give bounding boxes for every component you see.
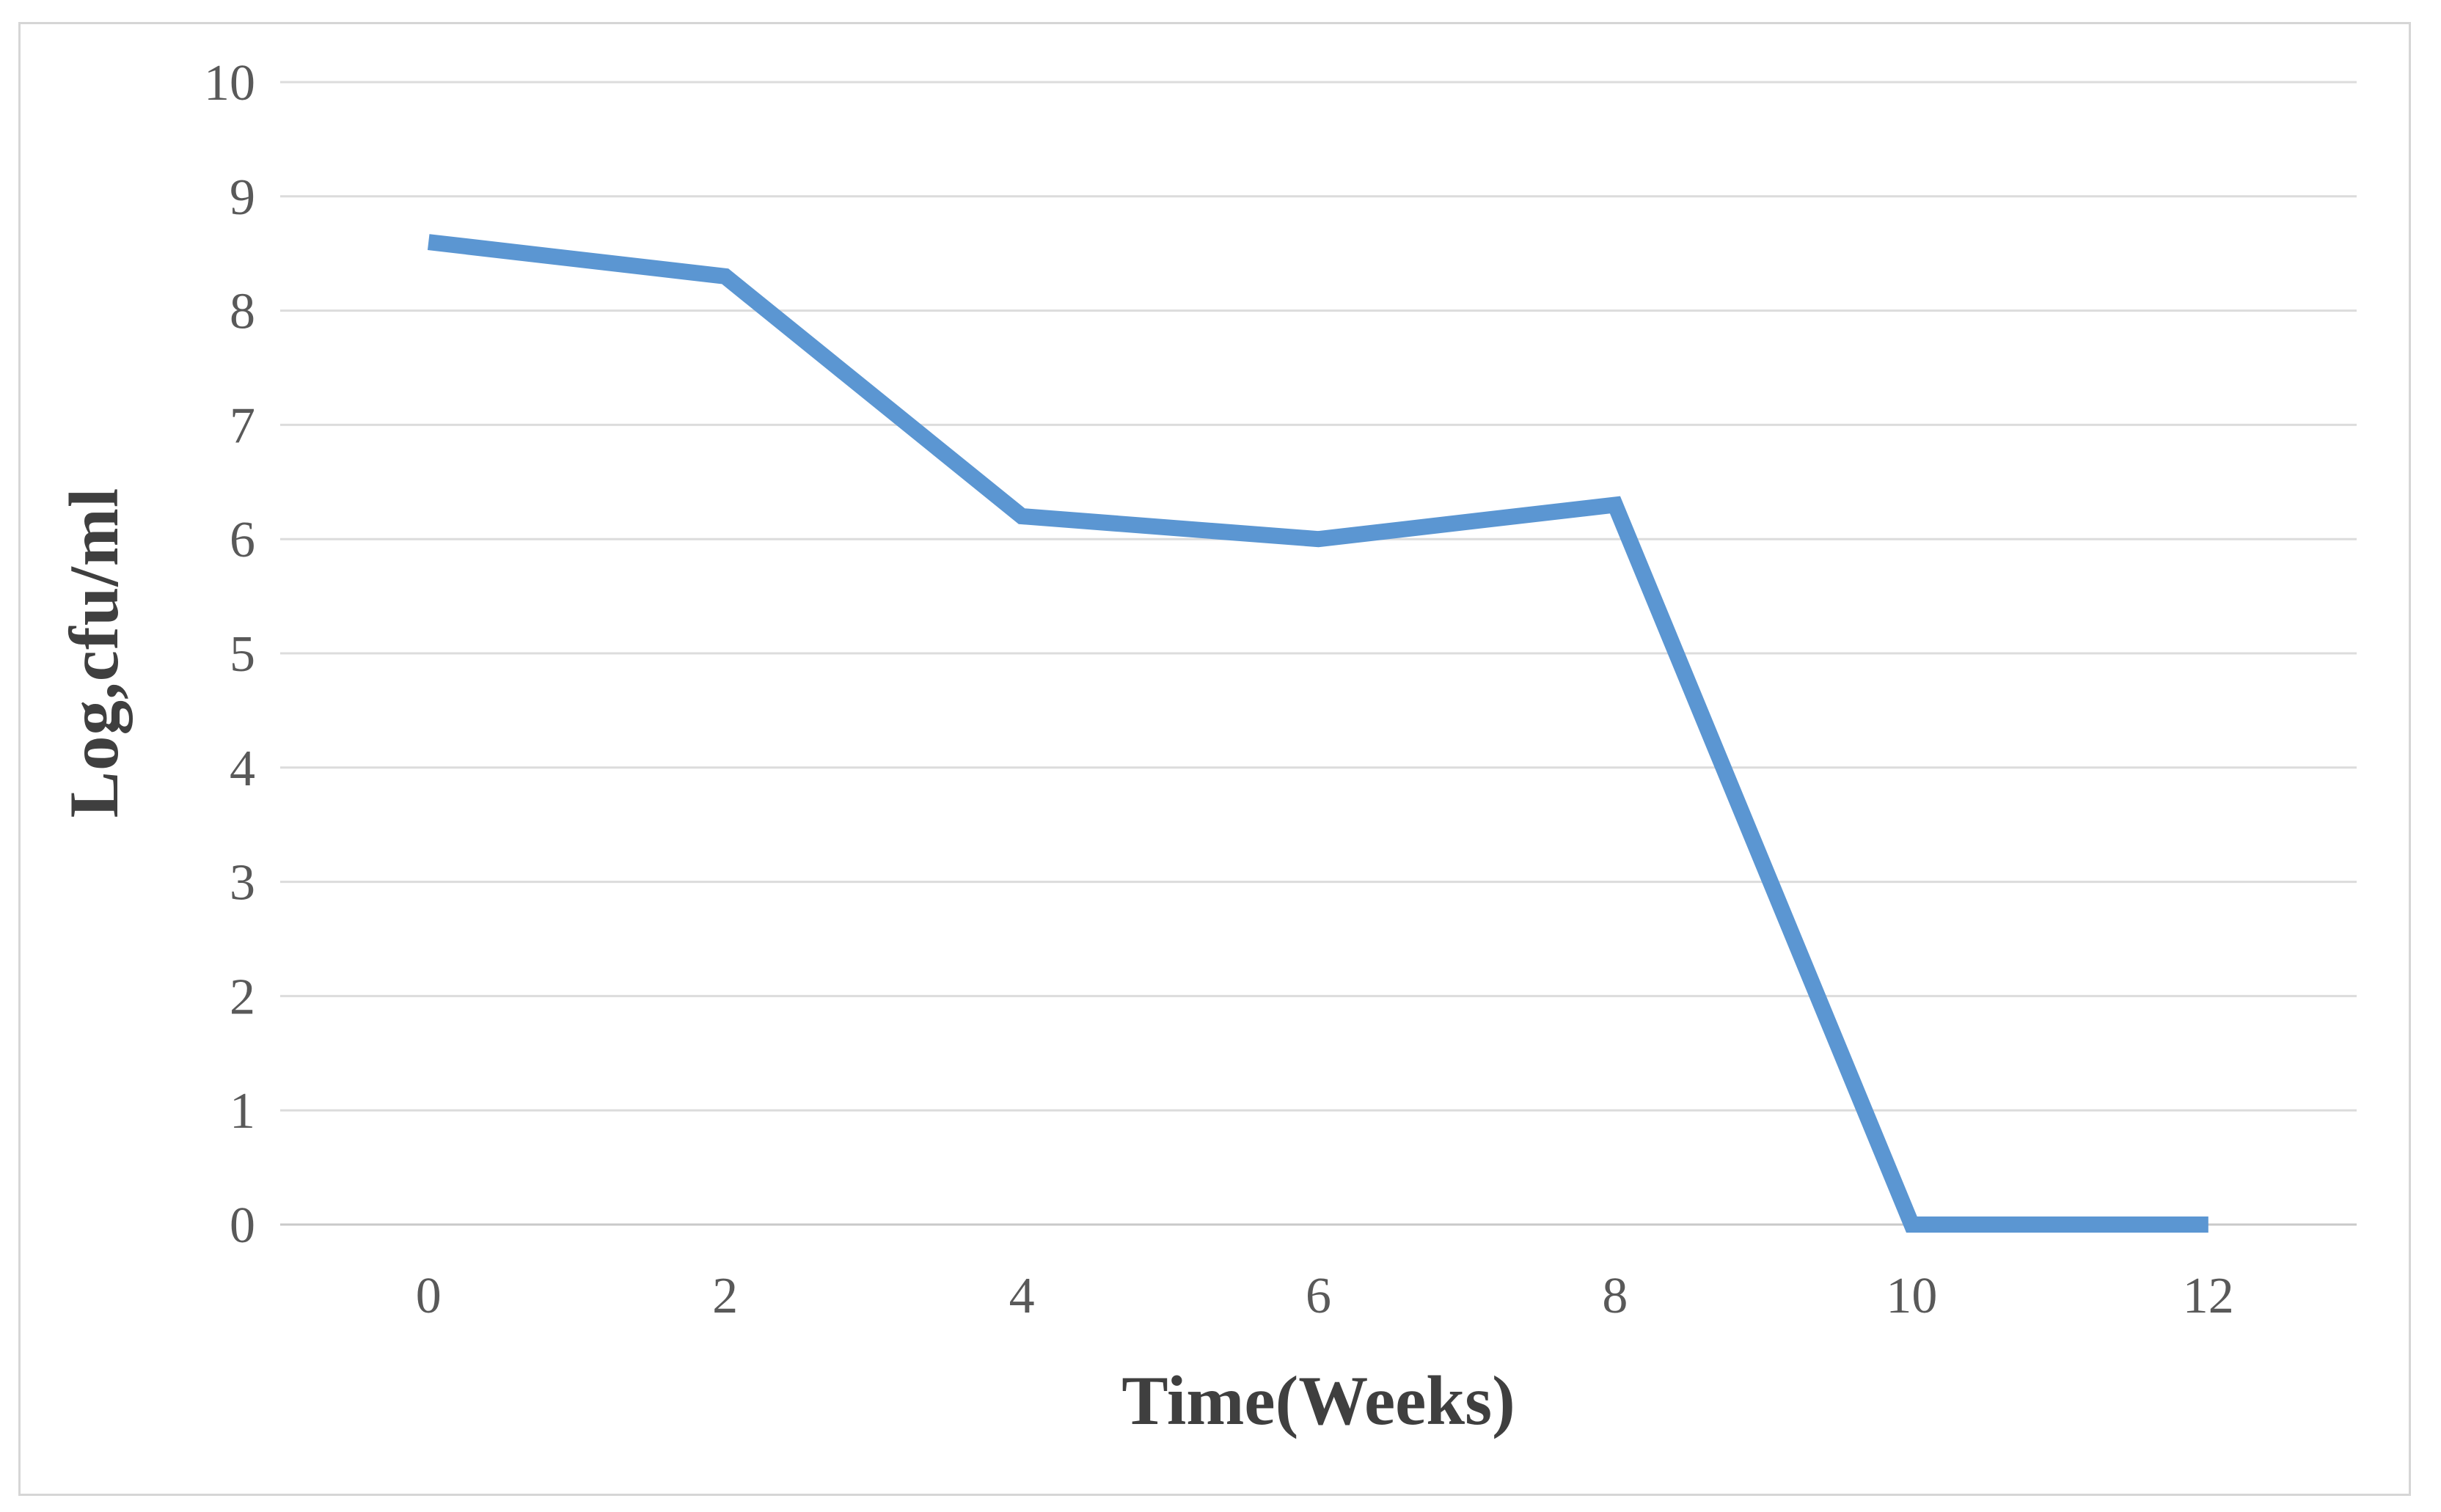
x-tick-label: 8 [1602, 1268, 1628, 1324]
x-tick-label: 10 [1886, 1268, 1937, 1324]
y-tick-label: 2 [230, 969, 255, 1025]
y-tick-label: 6 [230, 512, 255, 568]
y-axis-title: Log,cfu/ml [55, 487, 133, 818]
x-tick-label: 0 [416, 1268, 442, 1324]
y-tick-label: 8 [230, 284, 255, 340]
x-axis-title: Time(Weeks) [1121, 1362, 1515, 1439]
x-tick-label: 4 [1009, 1268, 1035, 1324]
x-tick-label: 6 [1306, 1268, 1331, 1324]
y-tick-label: 4 [230, 741, 255, 797]
y-tick-label: 10 [204, 55, 255, 111]
y-tick-label: 0 [230, 1197, 255, 1254]
data-series-line [427, 234, 2208, 1233]
y-tick-label: 3 [230, 855, 255, 911]
y-tick-label: 1 [230, 1083, 255, 1139]
chart-frame [18, 22, 2411, 1496]
x-tick-label: 12 [2183, 1268, 2234, 1324]
y-tick-label: 7 [230, 397, 255, 454]
y-tick-label: 5 [230, 626, 255, 683]
y-tick-label: 9 [230, 169, 255, 226]
x-tick-label: 2 [712, 1268, 738, 1324]
